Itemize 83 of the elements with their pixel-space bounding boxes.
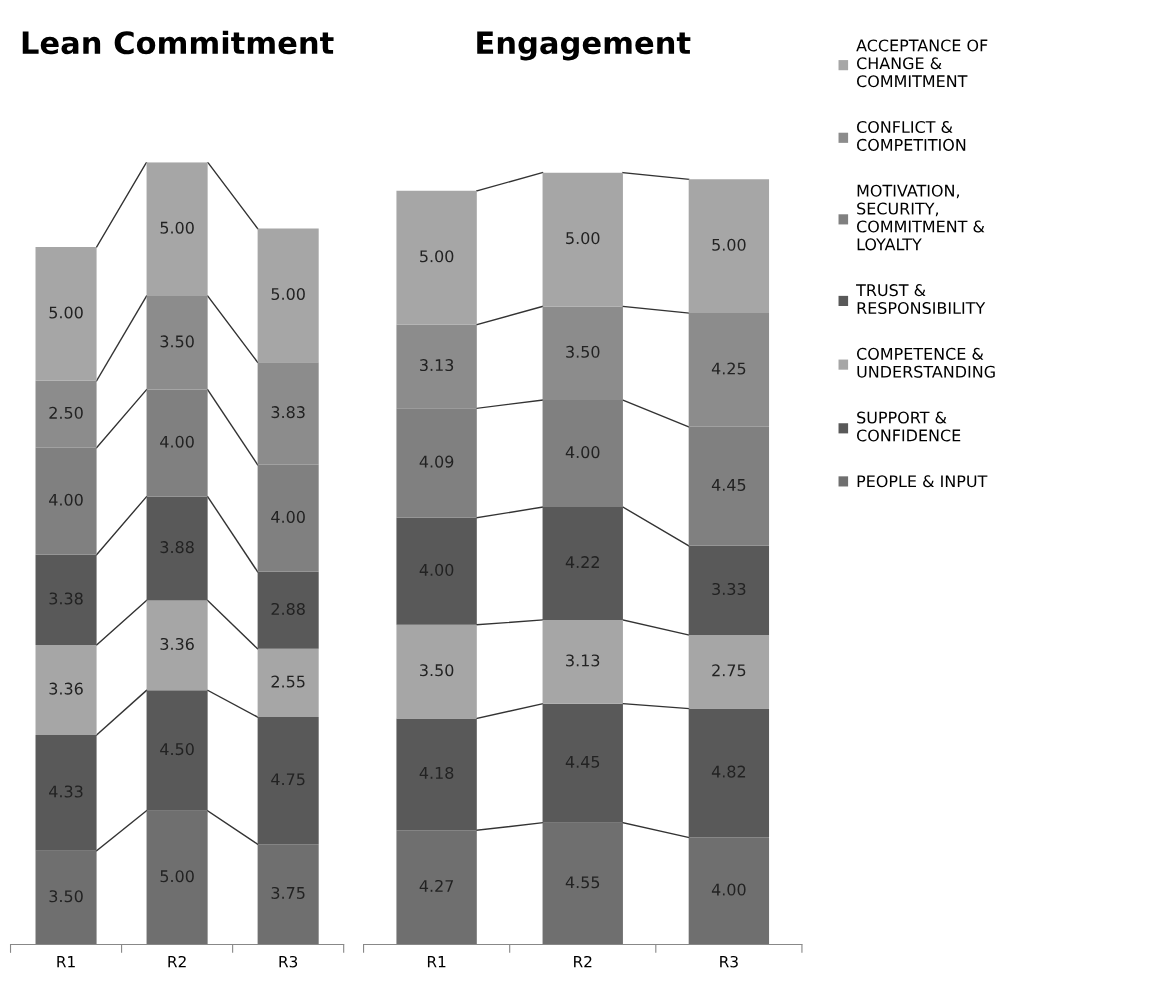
legend-label: PEOPLE & INPUT — [857, 475, 988, 488]
bar — [396, 624, 477, 719]
data-label: 3.33 — [712, 582, 746, 596]
chart-title: Lean Commitment — [22, 30, 334, 55]
x-tick-label: R3 — [279, 955, 298, 968]
data-label: 5.00 — [420, 250, 454, 263]
data-label: 3.50 — [49, 890, 83, 903]
data-label: 4.50 — [160, 743, 194, 756]
data-label: 3.50 — [420, 664, 454, 677]
x-tick-label: R3 — [720, 955, 738, 968]
data-label: 4.00 — [160, 435, 194, 448]
bar — [146, 810, 208, 945]
data-label: 3.13 — [420, 359, 454, 372]
legend-label: COMPETENCE & UNDERSTANDING — [856, 347, 995, 378]
bar — [542, 619, 623, 704]
data-label: 4.00 — [419, 563, 454, 576]
data-label: 5.00 — [271, 287, 305, 301]
data-label: 3.36 — [160, 637, 194, 651]
bar — [688, 837, 770, 945]
bar — [35, 554, 97, 646]
data-label: 5.00 — [712, 238, 746, 251]
legend-label: ACCEPTANCE OF CHANGE & COMMITMENT — [856, 39, 988, 88]
data-label: 3.83 — [271, 406, 305, 419]
data-label: 4.22 — [565, 556, 599, 568]
legend-label: MOTIVATION, SECURITY, COMMITMENT & LOYALTY — [856, 184, 985, 251]
bar — [35, 247, 97, 381]
bar — [146, 496, 208, 601]
x-tick-label: R1 — [57, 956, 75, 968]
data-label: 3.75 — [271, 886, 305, 899]
bar — [257, 717, 319, 845]
data-label: 4.00 — [711, 883, 746, 896]
bar — [35, 735, 97, 851]
data-label: 5.00 — [160, 221, 194, 234]
bar — [257, 844, 319, 945]
data-label: 2.75 — [712, 664, 746, 677]
bar — [688, 634, 770, 709]
bar — [396, 190, 477, 325]
bar — [396, 517, 477, 625]
bar — [146, 600, 208, 691]
bar — [688, 708, 770, 838]
data-label: 3.50 — [566, 345, 600, 358]
data-label: 4.55 — [565, 876, 600, 889]
bar — [396, 718, 477, 831]
data-label: 4.75 — [271, 773, 305, 786]
data-label: 5.00 — [160, 870, 194, 883]
chart-title: Engagement — [477, 31, 691, 61]
bar — [688, 179, 770, 314]
data-label: 5.00 — [566, 232, 600, 245]
bar — [257, 648, 319, 718]
bar — [542, 172, 623, 307]
x-tick-label: R2 — [168, 955, 186, 968]
bar — [35, 850, 97, 945]
bar — [542, 507, 623, 620]
x-tick-label: R1 — [427, 956, 446, 968]
data-label: 4.00 — [271, 510, 305, 523]
bar — [542, 703, 623, 823]
bar — [146, 690, 208, 811]
data-label: 4.00 — [565, 446, 600, 459]
data-label: 5.00 — [49, 306, 83, 319]
data-label: 4.45 — [711, 479, 746, 491]
data-label: 4.00 — [49, 493, 83, 506]
data-label: 4.09 — [419, 455, 454, 468]
bar — [257, 571, 319, 649]
bar — [688, 545, 770, 635]
data-label: 4.82 — [711, 765, 746, 778]
data-label: 2.55 — [271, 675, 305, 688]
data-label: 3.13 — [566, 654, 600, 667]
bar — [146, 162, 208, 296]
data-label: 3.36 — [49, 682, 83, 695]
data-label: 2.50 — [49, 406, 83, 419]
bar — [396, 830, 477, 945]
legend-label: CONFLICT & COMPETITION — [856, 120, 966, 151]
data-label: 3.50 — [160, 335, 194, 348]
data-label: 4.33 — [49, 785, 83, 798]
data-label: 4.27 — [419, 879, 454, 892]
data-label: 4.25 — [711, 362, 746, 375]
bar — [257, 228, 319, 363]
x-tick-label: R2 — [574, 955, 592, 968]
legend-label: SUPPORT & CONFIDENCE — [856, 411, 961, 442]
bar — [542, 822, 623, 945]
data-label: 3.38 — [49, 592, 83, 605]
bar — [35, 645, 97, 736]
legend-label: TRUST & RESPONSIBILITY — [856, 284, 986, 315]
